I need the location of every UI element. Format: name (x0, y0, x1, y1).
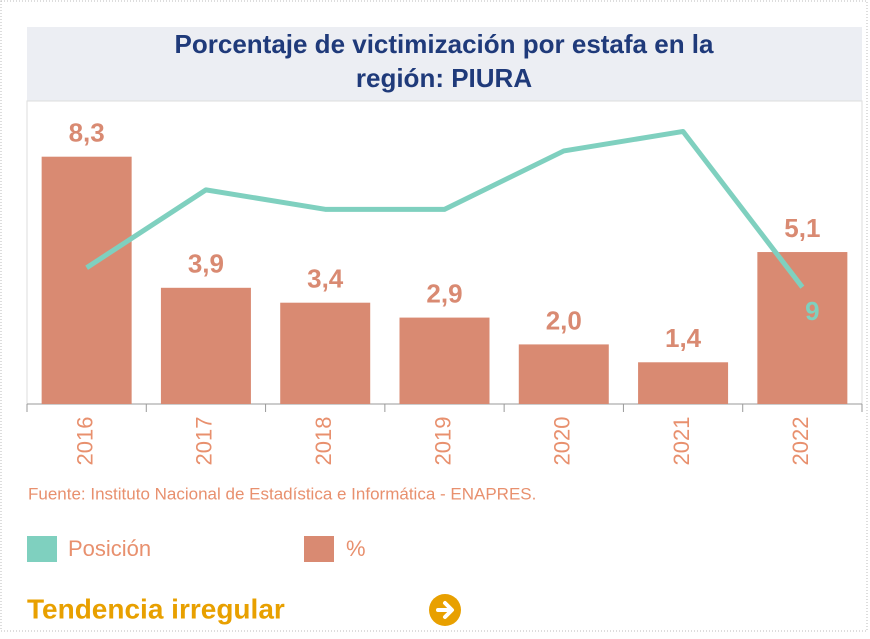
legend-swatch (27, 536, 57, 562)
x-tick-label: 2019 (430, 417, 455, 466)
data-label: 3,9 (188, 249, 224, 279)
data-label: 1,4 (665, 323, 702, 353)
bar (399, 317, 490, 404)
data-label: 9 (805, 296, 819, 326)
x-tick-label: 2016 (72, 417, 97, 466)
chart-title: Porcentaje de victimización por estafa e… (175, 29, 715, 59)
data-label: 8,3 (69, 118, 105, 148)
x-tick-label: 2017 (192, 417, 217, 466)
legend-label: Posición (68, 536, 151, 561)
bar (41, 156, 132, 404)
legend-swatch (304, 536, 334, 562)
x-tick-label: 2021 (669, 417, 694, 466)
x-tick-label: 2022 (788, 417, 813, 466)
source: Fuente: Instituto Nacional de Estadístic… (28, 484, 536, 503)
line (85, 128, 805, 289)
arrow-icon[interactable] (429, 594, 461, 626)
title-box (27, 27, 862, 101)
bar (757, 252, 848, 404)
data-label: 3,4 (307, 264, 344, 294)
x-tick-label: 2020 (550, 417, 575, 466)
x-tick-label: 2018 (311, 417, 336, 466)
bar (280, 302, 371, 404)
data-label: 2,0 (546, 305, 582, 335)
legend-label: % (346, 536, 366, 561)
bar (518, 344, 609, 404)
trend: Tendencia irregular (27, 593, 285, 624)
bar (638, 362, 729, 404)
chart-title: región: PIURA (356, 63, 532, 93)
data-label: 5,1 (784, 213, 820, 243)
data-label: 2,9 (426, 278, 462, 308)
bar (160, 287, 251, 404)
